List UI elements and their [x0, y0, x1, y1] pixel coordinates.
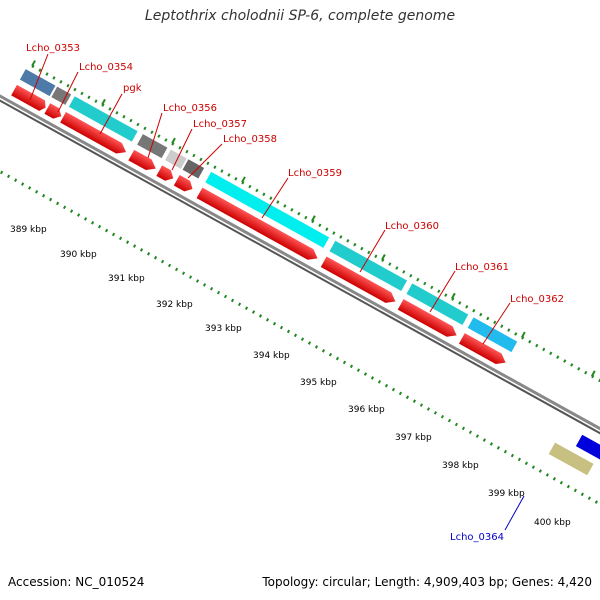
gene-label-lcho-0358[interactable]: Lcho_0358 — [223, 134, 277, 145]
cds-arrow-0361[interactable] — [397, 299, 460, 341]
kbp-label: 394 kbp — [253, 351, 290, 361]
map-title: Leptothrix cholodnii SP-6, complete geno… — [144, 8, 456, 24]
kbp-label: 392 kbp — [156, 300, 193, 310]
feature-lcho-0361[interactable] — [406, 283, 469, 325]
gene-label-lcho-0364[interactable]: Lcho_0364 — [450, 532, 504, 543]
feature-lcho-0358[interactable] — [182, 159, 205, 179]
cds-arrow-0362[interactable] — [458, 333, 509, 368]
cds-arrow-0356[interactable] — [128, 149, 158, 174]
kbp-label: 391 kbp — [108, 274, 145, 284]
gene-label-lcho-0362[interactable]: Lcho_0362 — [510, 294, 564, 305]
cds-arrow-0359[interactable] — [196, 187, 321, 264]
cds-arrow-0354[interactable] — [44, 103, 64, 121]
kbp-label: 398 kbp — [442, 461, 479, 471]
kbp-label: 395 kbp — [300, 378, 337, 388]
genome-backbone — [0, 91, 600, 515]
gene-labels: Lcho_0353 Lcho_0354 pgk Lcho_0356 Lcho_0… — [26, 43, 564, 543]
feature-lcho-0353[interactable] — [19, 69, 56, 97]
gene-label-lcho-0353[interactable]: Lcho_0353 — [26, 43, 80, 54]
gene-label-lcho-0361[interactable]: Lcho_0361 — [455, 262, 509, 273]
accession-label: Accession: NC_010524 — [8, 575, 145, 589]
kbp-label: 393 kbp — [205, 324, 242, 334]
kbp-scale-labels: 389 kbp 390 kbp 391 kbp 392 kbp 393 kbp … — [10, 225, 571, 528]
kbp-label: 400 kbp — [534, 518, 571, 528]
kbp-label: 396 kbp — [348, 405, 385, 415]
genome-summary: Topology: circular; Length: 4,909,403 bp… — [262, 575, 592, 589]
gene-label-lcho-0359[interactable]: Lcho_0359 — [288, 168, 342, 179]
feature-lcho-0364[interactable] — [548, 442, 594, 476]
gene-label-pgk[interactable]: pgk — [123, 83, 142, 94]
gene-label-lcho-0357[interactable]: Lcho_0357 — [193, 119, 247, 130]
feature-lcho-0356[interactable] — [137, 134, 168, 159]
cds-arrow-0360[interactable] — [320, 256, 399, 306]
cds-arrow-pgk[interactable] — [60, 112, 129, 157]
feature-lcho-0362[interactable] — [467, 317, 518, 353]
feature-lcho-0363[interactable] — [575, 434, 600, 465]
feature-pgk[interactable] — [68, 96, 138, 142]
gene-label-lcho-0354[interactable]: Lcho_0354 — [79, 62, 133, 73]
feature-lcho-0357[interactable] — [165, 149, 187, 169]
cds-arrow-0358[interactable] — [173, 175, 196, 194]
gene-label-lcho-0360[interactable]: Lcho_0360 — [385, 221, 439, 232]
kbp-label: 399 kbp — [488, 489, 525, 499]
feature-lcho-0360[interactable] — [329, 240, 408, 292]
cds-track — [11, 84, 509, 368]
kbp-label: 397 kbp — [395, 433, 432, 443]
cds-arrow-0353[interactable] — [11, 84, 48, 113]
kbp-label: 390 kbp — [60, 250, 97, 260]
outer-tick-marks — [31, 60, 596, 377]
cds-arrow-0357[interactable] — [156, 165, 176, 183]
gene-label-lcho-0356[interactable]: Lcho_0356 — [163, 103, 217, 114]
kbp-label: 389 kbp — [10, 225, 47, 235]
feature-lcho-0354[interactable] — [51, 86, 72, 105]
